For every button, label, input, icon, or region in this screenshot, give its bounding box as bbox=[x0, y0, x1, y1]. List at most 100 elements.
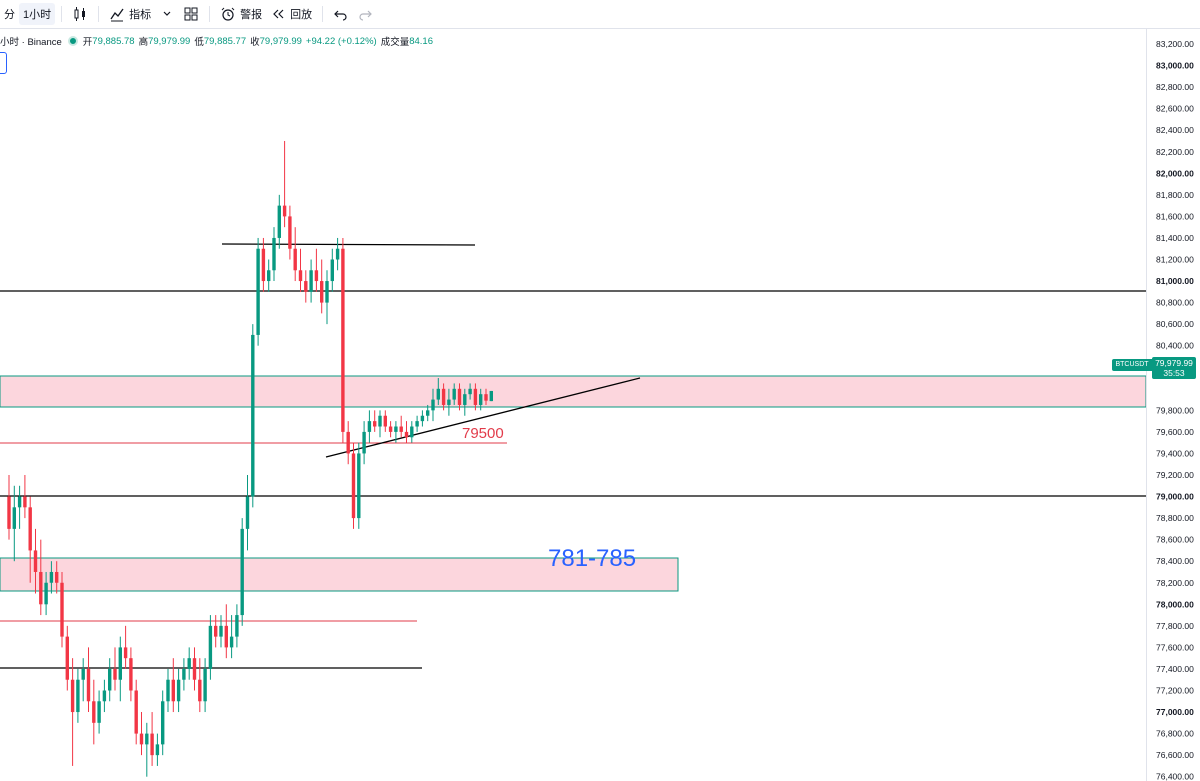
price-tick-label: 81,400.00 bbox=[1156, 233, 1194, 243]
candle bbox=[7, 475, 11, 540]
candle-body bbox=[267, 270, 271, 282]
symbol-title[interactable]: 小时 · Binance bbox=[0, 37, 62, 48]
candle bbox=[309, 259, 313, 303]
candle bbox=[224, 604, 228, 659]
price-tick-label: 76,800.00 bbox=[1156, 729, 1194, 739]
candle bbox=[118, 636, 122, 702]
grid-layout-icon bbox=[183, 6, 199, 22]
candle-body bbox=[49, 571, 54, 583]
candle bbox=[49, 561, 54, 594]
candle-body bbox=[245, 496, 250, 529]
candle-body bbox=[383, 415, 387, 427]
replay-button[interactable]: 回放 bbox=[266, 3, 316, 25]
price-tick-label: 76,600.00 bbox=[1156, 750, 1194, 760]
candle-body bbox=[17, 496, 22, 508]
indicators-dropdown-button[interactable] bbox=[155, 3, 179, 25]
candle bbox=[86, 647, 91, 713]
candle bbox=[55, 561, 59, 594]
chart-type-button[interactable] bbox=[68, 3, 92, 25]
candle bbox=[320, 259, 324, 314]
price-tick-label: 78,200.00 bbox=[1156, 578, 1194, 588]
price-tick-label: 82,600.00 bbox=[1156, 104, 1194, 114]
candle-body bbox=[404, 431, 409, 438]
low-label: 低 bbox=[194, 37, 204, 48]
candle-body bbox=[335, 248, 340, 260]
price-tick-label: 79,000.00 bbox=[1156, 492, 1194, 502]
candle bbox=[436, 378, 440, 405]
candle bbox=[97, 690, 101, 734]
candle bbox=[351, 442, 356, 529]
candle-body bbox=[341, 248, 345, 432]
candle-body bbox=[65, 636, 69, 680]
top-toolbar: 分 1小时 指标 警报 回放 bbox=[0, 0, 1200, 29]
candle bbox=[484, 388, 488, 405]
redo-icon bbox=[357, 6, 373, 22]
replay-label: 回放 bbox=[290, 9, 313, 21]
candle bbox=[468, 383, 472, 400]
interval-1h-label: 1小时 bbox=[23, 9, 52, 21]
candle bbox=[288, 205, 292, 260]
candle-body bbox=[92, 701, 96, 723]
candle bbox=[261, 237, 266, 292]
candle bbox=[463, 388, 467, 416]
candle-body bbox=[150, 733, 154, 756]
candle bbox=[235, 604, 239, 648]
zone-label[interactable]: 781-785 bbox=[548, 545, 636, 572]
annotation-text-layer: 79500 781-785 bbox=[462, 425, 636, 572]
redo-button[interactable] bbox=[353, 3, 377, 25]
candle-body bbox=[240, 528, 244, 616]
candle bbox=[373, 410, 377, 432]
candle bbox=[394, 421, 398, 443]
price-tick-label: 77,800.00 bbox=[1156, 621, 1194, 631]
open-value: 79,885.78 bbox=[92, 35, 135, 47]
candle-body bbox=[468, 388, 472, 395]
candle-body bbox=[441, 388, 446, 405]
indicators-button[interactable]: 指标 bbox=[105, 3, 155, 25]
price-chart[interactable]: 79500 781-785 83,200.00 83,000.00 82,800.0… bbox=[0, 28, 1200, 781]
price-tick-label: 82,200.00 bbox=[1156, 147, 1194, 157]
lower-zone[interactable] bbox=[0, 557, 679, 592]
candle-body bbox=[203, 668, 207, 702]
alert-button[interactable]: 警报 bbox=[216, 3, 266, 25]
horizontal-line-81350[interactable] bbox=[221, 243, 476, 246]
interval-minutes-button[interactable]: 分 bbox=[0, 3, 19, 25]
candle bbox=[161, 690, 165, 756]
candle-body bbox=[277, 205, 281, 238]
candle-body bbox=[123, 647, 128, 659]
candle-body bbox=[187, 658, 191, 669]
candle bbox=[139, 712, 144, 756]
price-tick-label: 77,200.00 bbox=[1156, 686, 1194, 696]
price-tick-label: 78,400.00 bbox=[1156, 556, 1194, 566]
candle-body bbox=[12, 507, 16, 529]
candle bbox=[447, 388, 451, 416]
candle-body bbox=[60, 582, 64, 637]
interval-1h-button[interactable]: 1小时 bbox=[19, 3, 56, 25]
upper-zone[interactable] bbox=[0, 375, 1147, 408]
level-label-79500[interactable]: 79500 bbox=[462, 425, 504, 442]
high-value: 79,979.99 bbox=[148, 35, 191, 47]
candle-body bbox=[229, 636, 234, 648]
candle-body bbox=[420, 415, 425, 422]
trend-line[interactable] bbox=[325, 377, 641, 458]
price-tick-label: 78,800.00 bbox=[1156, 513, 1194, 523]
candle bbox=[282, 140, 287, 228]
candle-body bbox=[129, 658, 133, 691]
candle-body bbox=[309, 270, 313, 292]
candle-body bbox=[479, 394, 483, 405]
candle-body bbox=[473, 388, 478, 405]
symbol-price-label: BTCUSDT bbox=[1112, 359, 1152, 371]
candle-body bbox=[388, 426, 393, 432]
legend-toggle-button[interactable] bbox=[0, 52, 7, 74]
layouts-button[interactable] bbox=[179, 3, 203, 25]
candle bbox=[479, 388, 483, 411]
candle-body bbox=[224, 625, 228, 648]
candle bbox=[314, 248, 319, 292]
undo-button[interactable] bbox=[329, 3, 353, 25]
candle-body bbox=[304, 281, 308, 292]
price-axis[interactable]: 83,200.00 83,000.00 82,800.00 82,600.00 82,4… bbox=[1156, 39, 1194, 781]
candle-body bbox=[357, 453, 361, 519]
candle bbox=[489, 390, 493, 402]
candle-body bbox=[166, 679, 170, 702]
drawings-layer bbox=[0, 243, 1147, 669]
candle bbox=[245, 475, 250, 551]
